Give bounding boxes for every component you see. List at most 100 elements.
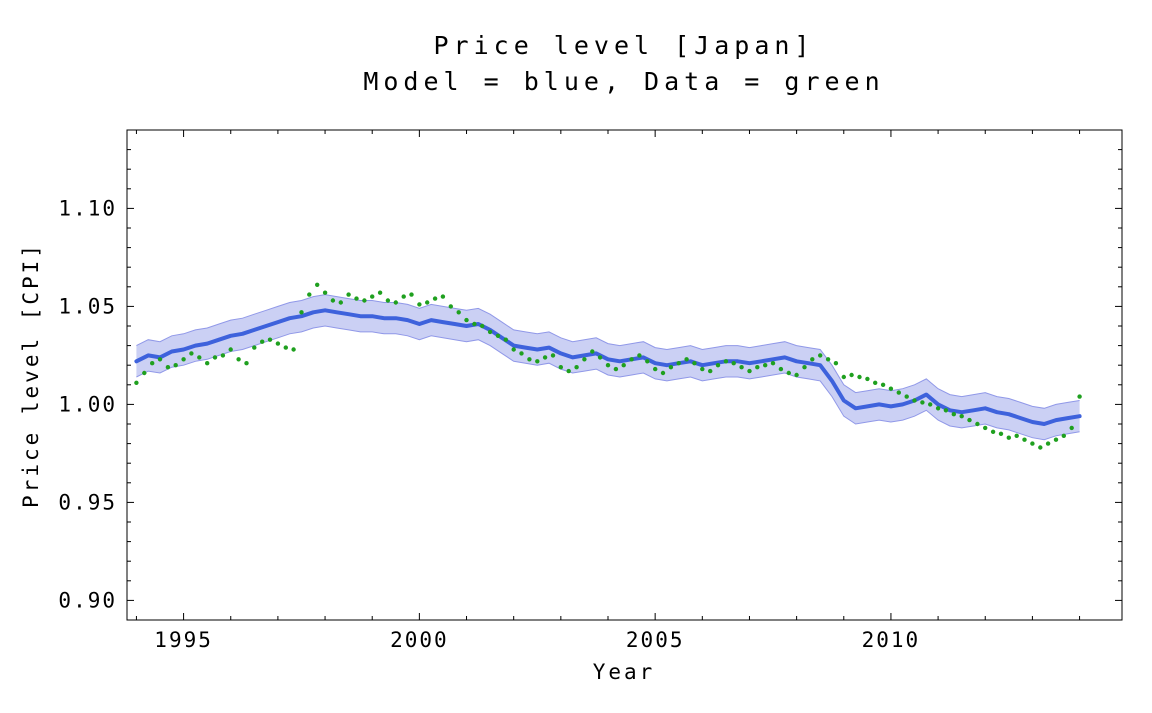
data-point [173, 363, 178, 368]
data-point [275, 341, 281, 346]
data-point [597, 355, 603, 360]
data-point [1053, 437, 1059, 442]
data-point [244, 361, 249, 366]
data-point [1077, 394, 1082, 399]
data-point [1069, 425, 1074, 431]
data-point [566, 368, 571, 374]
data-point [197, 355, 202, 360]
y-axis-label: Price level [CPI] [19, 242, 43, 508]
data-point [401, 294, 406, 299]
data-point [1045, 441, 1051, 446]
data-point [346, 292, 351, 297]
data-point [645, 359, 650, 364]
data-point [873, 380, 878, 385]
data-point [582, 357, 587, 362]
data-point [338, 300, 343, 305]
data-point [692, 361, 697, 366]
data-point [165, 365, 171, 370]
data-point [684, 357, 689, 362]
data-point [362, 298, 367, 303]
data-point [456, 310, 461, 315]
data-point [291, 347, 296, 352]
data-point [205, 361, 210, 366]
data-point [370, 294, 375, 299]
data-point [810, 357, 815, 362]
data-point [904, 394, 909, 399]
data-point [283, 345, 288, 350]
data-point [252, 345, 257, 350]
tick-marks [127, 130, 1122, 621]
data-point [818, 353, 823, 358]
data-point [464, 317, 469, 323]
y-tick-label: 0.90 [58, 588, 117, 612]
data-point [1014, 433, 1019, 438]
chart-subtitle: Model = blue, Data = green [363, 67, 884, 96]
data-point [315, 282, 320, 287]
data-point [417, 302, 422, 307]
data-point [825, 357, 831, 362]
data-point [621, 363, 626, 368]
data-point [920, 400, 925, 405]
data-point [700, 366, 705, 372]
data-point [157, 357, 163, 362]
data-point [786, 370, 791, 376]
data-point [731, 361, 736, 366]
x-tick-label: 2010 [862, 628, 921, 652]
data-point [480, 323, 485, 329]
data-point [951, 412, 956, 417]
data-point [912, 398, 917, 403]
data-points [134, 282, 1082, 450]
data-point [527, 357, 532, 362]
data-point [715, 363, 721, 368]
data-point [943, 408, 949, 413]
chart-title: Price level [Japan] [434, 31, 815, 60]
data-point [228, 347, 233, 352]
data-point [849, 372, 854, 378]
y-tick-label: 0.95 [58, 490, 117, 514]
data-point [668, 365, 674, 370]
data-point [181, 357, 186, 362]
data-point [1006, 435, 1011, 440]
y-tick-label: 1.05 [58, 294, 117, 318]
data-point [747, 368, 752, 374]
data-point [637, 353, 642, 358]
data-point [503, 337, 508, 342]
data-point [409, 292, 414, 297]
data-point [1022, 437, 1027, 442]
data-point [676, 361, 681, 366]
data-point [425, 300, 430, 305]
data-point [865, 376, 870, 382]
data-point [574, 365, 579, 370]
y-tick-label: 1.00 [58, 392, 117, 416]
data-point [928, 402, 933, 407]
data-point [763, 363, 768, 368]
data-point [558, 365, 563, 370]
data-point [990, 429, 996, 434]
data-point [267, 337, 273, 342]
x-tick-label: 1995 [154, 628, 213, 652]
data-point [1030, 441, 1035, 446]
data-point [880, 382, 886, 387]
data-point [354, 296, 359, 301]
x-axis-label: Year [593, 660, 656, 684]
data-point [833, 361, 839, 366]
data-point [322, 290, 328, 295]
data-point [708, 368, 713, 374]
data-point [857, 374, 862, 380]
data-point [535, 359, 540, 364]
data-point [212, 355, 218, 360]
data-point [841, 374, 846, 380]
data-point [1061, 433, 1067, 438]
plot-frame [126, 129, 1123, 621]
data-point [134, 380, 139, 385]
data-point [472, 321, 477, 327]
data-point [220, 353, 226, 358]
model-line [134, 308, 1082, 426]
data-point [896, 390, 901, 395]
data-point [739, 365, 744, 370]
data-point [495, 333, 501, 338]
data-point [330, 298, 336, 303]
x-tick-label: 2005 [626, 628, 685, 652]
data-point [967, 417, 972, 423]
